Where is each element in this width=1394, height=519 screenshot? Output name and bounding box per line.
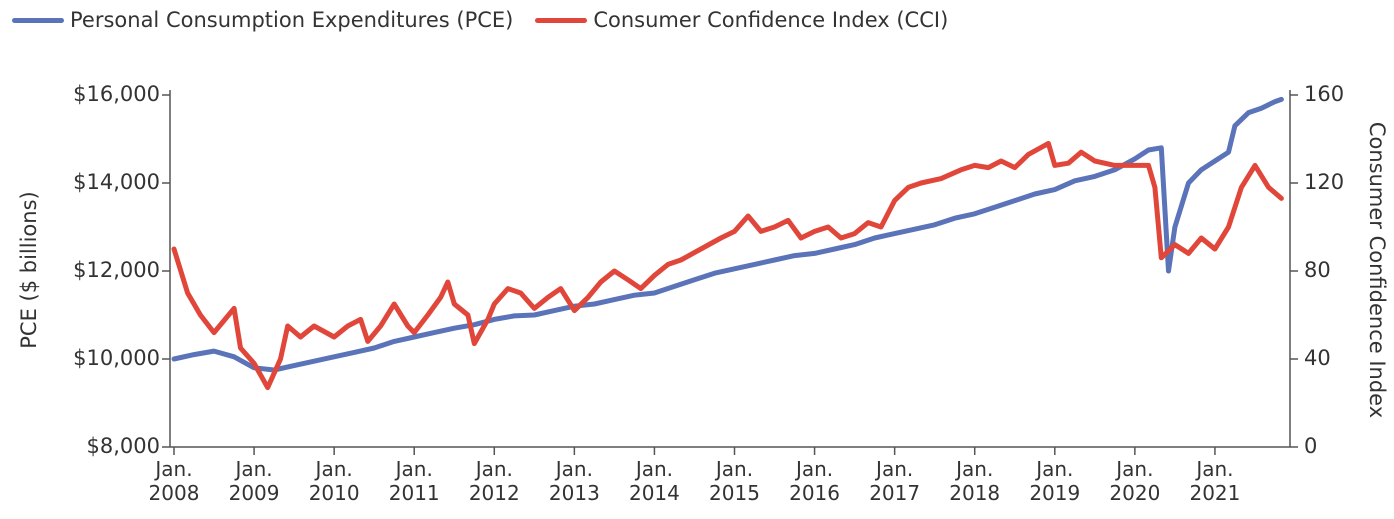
x-tick-label: Jan. 2017 (869, 457, 921, 505)
x-tick-label: Jan. 2021 (1189, 457, 1241, 505)
series-line (171, 140, 1284, 391)
y2-tick-label: 160 (1304, 82, 1344, 106)
y-tick-label: $14,000 (73, 170, 160, 194)
x-tick-label: Jan. 2012 (468, 457, 520, 505)
y-axis-label: PCE ($ billions) (17, 191, 41, 348)
y2-axis-label: Consumer Confidence Index (1365, 122, 1389, 418)
y-tick-label: $8,000 (87, 434, 160, 458)
y-tick-label: $12,000 (73, 258, 160, 282)
y-tick-label: $16,000 (73, 82, 160, 106)
x-tick-label: Jan. 2020 (1109, 457, 1161, 505)
x-tick-label: Jan. 2008 (148, 457, 200, 505)
y2-tick-label: 0 (1304, 434, 1317, 458)
legend-swatch (535, 17, 588, 23)
y2-tick-label: 80 (1304, 258, 1331, 282)
y2-tick-label: 120 (1304, 170, 1344, 194)
x-tick-label: Jan. 2016 (789, 457, 841, 505)
legend-item: Personal Consumption Expenditures (PCE) (12, 8, 513, 32)
x-tick-label: Jan. 2019 (1029, 457, 1081, 505)
legend-label: Consumer Confidence Index (CCI) (593, 8, 949, 32)
x-tick-label: Jan. 2013 (548, 457, 600, 505)
x-tick-label: Jan. 2015 (709, 457, 760, 505)
x-tick-label: Jan. 2009 (228, 457, 280, 505)
x-tick-label: Jan. 2018 (949, 457, 1001, 505)
x-tick-label: Jan. 2010 (308, 457, 360, 505)
legend-item: Consumer Confidence Index (CCI) (535, 8, 948, 32)
legend-label: Personal Consumption Expenditures (PCE) (70, 8, 514, 32)
x-tick-label: Jan. 2014 (628, 457, 680, 505)
y-tick-label: $10,000 (73, 346, 160, 370)
legend-swatch (12, 17, 64, 23)
y2-tick-label: 40 (1304, 346, 1331, 370)
x-tick-label: Jan. 2011 (388, 457, 440, 505)
